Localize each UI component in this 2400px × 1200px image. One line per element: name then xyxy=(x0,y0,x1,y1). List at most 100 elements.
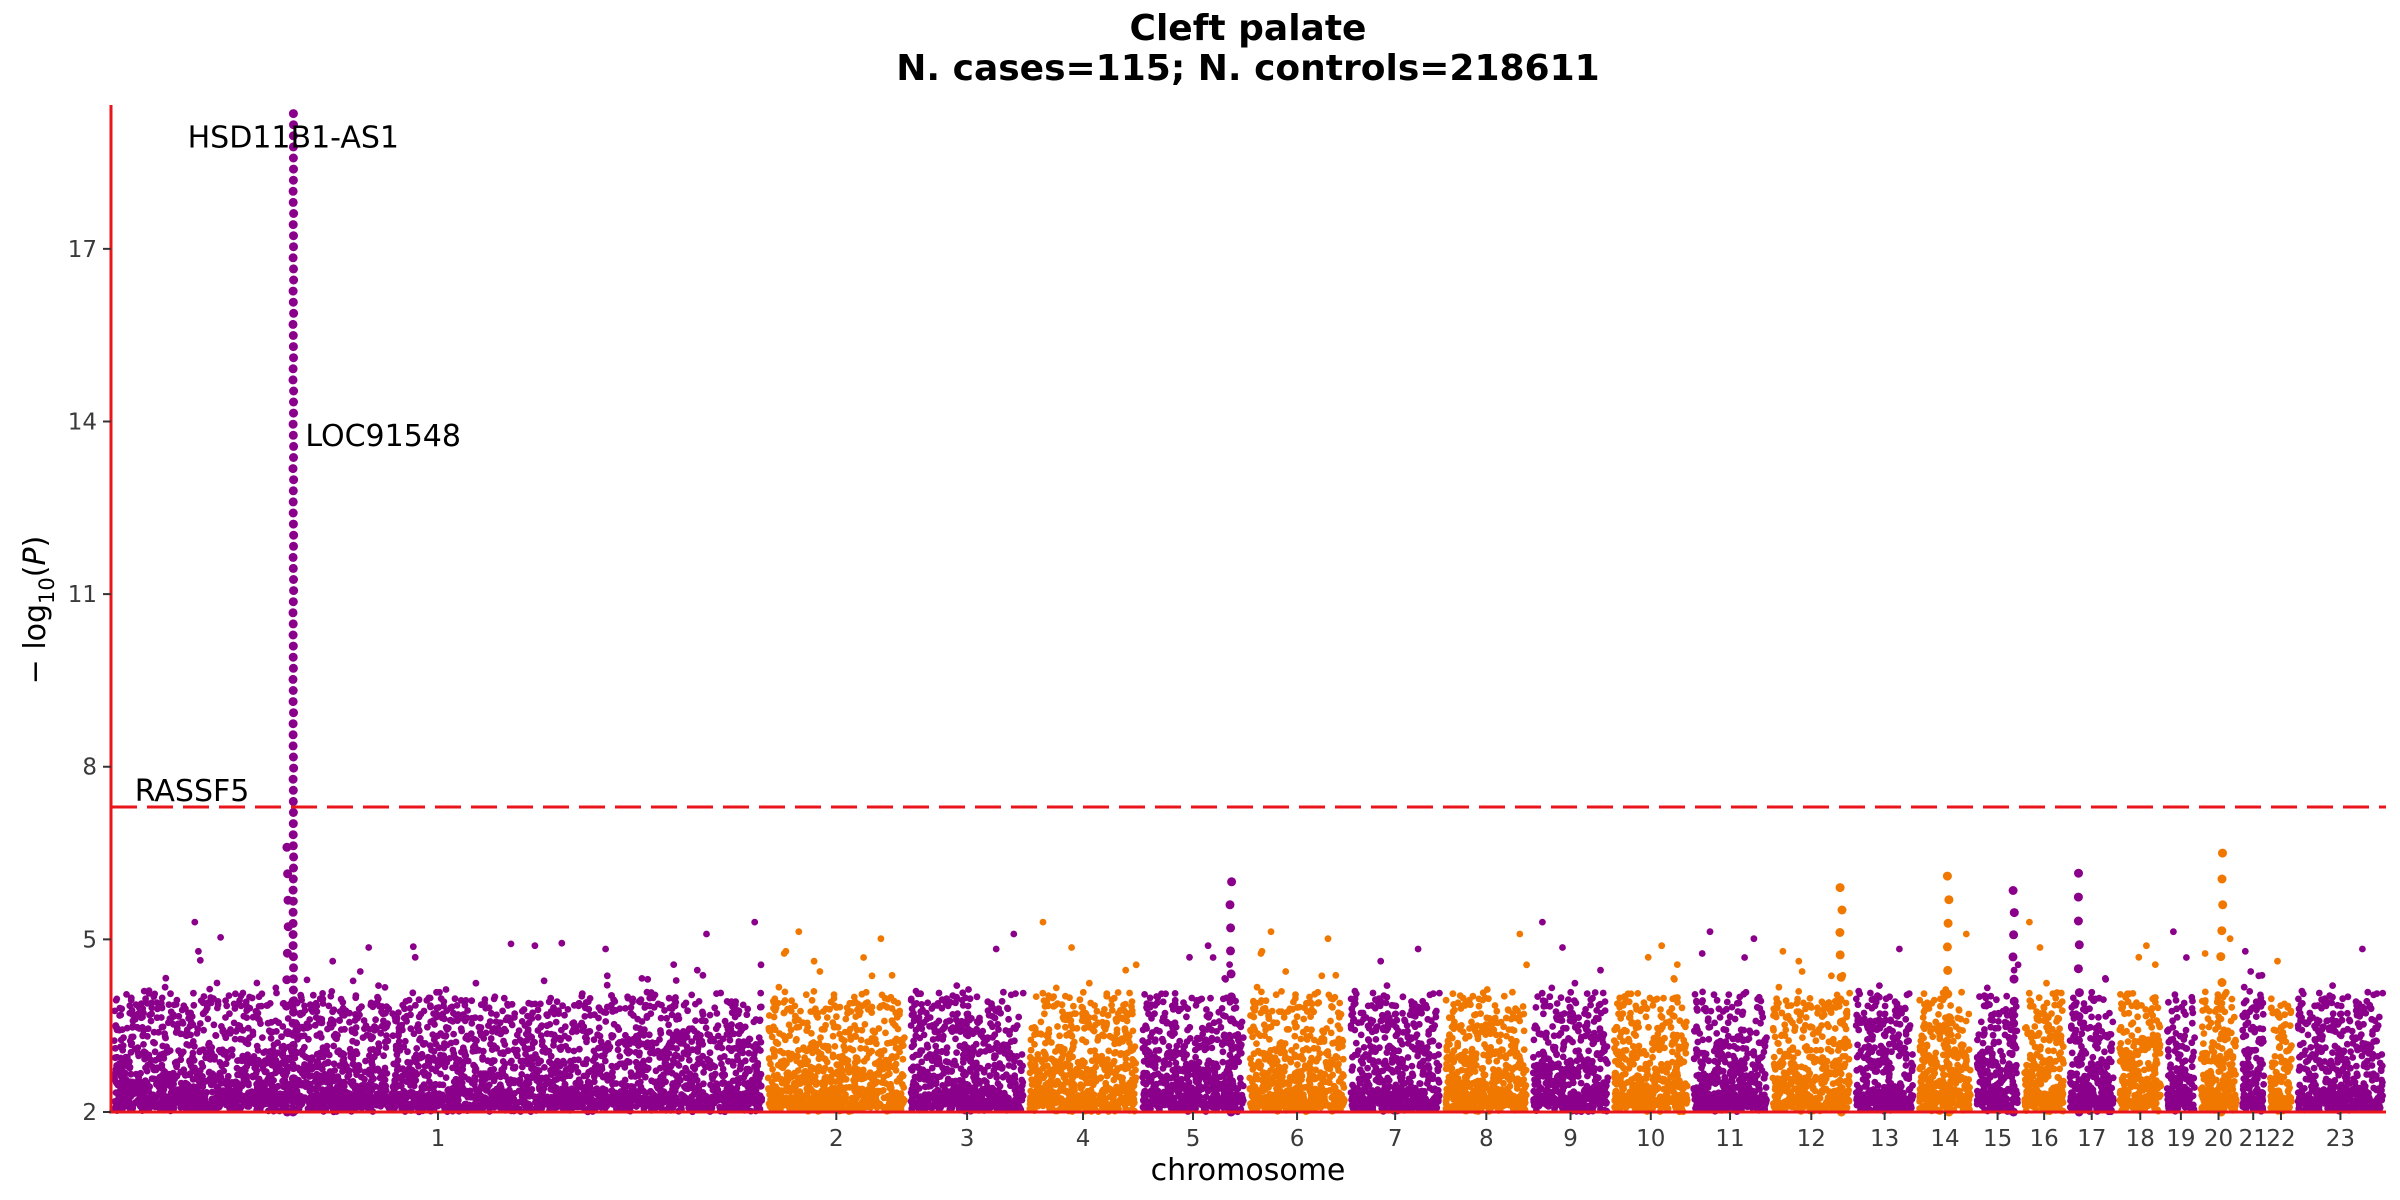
snp-point xyxy=(231,1005,239,1012)
snp-point xyxy=(691,1065,699,1073)
snp-point xyxy=(628,1085,636,1092)
snp-point xyxy=(178,1006,186,1014)
snp-point xyxy=(822,1005,830,1013)
snp-point xyxy=(694,1044,702,1052)
snp-point xyxy=(586,1028,594,1035)
snp-point xyxy=(303,976,311,984)
snp-point xyxy=(574,1068,582,1076)
snp-point xyxy=(158,994,166,1002)
snp-point xyxy=(728,1021,735,1028)
snp-point xyxy=(360,1017,368,1024)
snp-point xyxy=(177,1056,185,1064)
snp-point xyxy=(822,1021,829,1029)
snp-point xyxy=(786,1032,793,1039)
snp-point xyxy=(543,1030,551,1038)
snp-point xyxy=(732,998,739,1005)
snp-point xyxy=(514,1052,521,1060)
snp-point xyxy=(612,1007,620,1014)
snp-point xyxy=(456,1089,464,1097)
snp-point xyxy=(304,1066,312,1074)
snp-point xyxy=(616,1060,624,1068)
snp-point xyxy=(301,1043,308,1051)
snp-point xyxy=(524,1012,531,1020)
snp-point xyxy=(407,1025,415,1033)
snp-point xyxy=(713,1010,721,1017)
snp-point xyxy=(645,1031,653,1039)
snp-point xyxy=(734,1076,741,1083)
snp-point xyxy=(370,1075,377,1083)
snp-point xyxy=(384,1020,391,1027)
snp-point xyxy=(1000,988,1007,996)
snp-point xyxy=(873,1040,880,1048)
snp-point xyxy=(680,1001,688,1009)
snp-point xyxy=(1012,990,1019,997)
snp-point xyxy=(254,1009,262,1017)
snp-point xyxy=(894,999,902,1007)
snp-point xyxy=(409,943,417,951)
snp-point xyxy=(420,1099,428,1107)
snp-point xyxy=(303,1024,311,1032)
snp-point xyxy=(864,1038,871,1046)
snp-point xyxy=(857,1044,864,1052)
snp-point xyxy=(620,1098,628,1105)
snp-point xyxy=(878,991,886,999)
snp-point xyxy=(325,1051,333,1059)
snp-point xyxy=(319,990,326,997)
snp-point xyxy=(159,1071,166,1079)
snp-point xyxy=(616,1053,624,1060)
snp-point xyxy=(909,1053,917,1061)
snp-point xyxy=(706,1032,713,1039)
snp-point xyxy=(697,1032,704,1039)
snp-point xyxy=(573,1095,580,1103)
snp-point xyxy=(770,1013,778,1021)
snp-point xyxy=(167,1008,175,1016)
snp-point xyxy=(199,1063,207,1070)
snp-point xyxy=(543,1011,551,1019)
snp-point xyxy=(475,1023,483,1031)
snp-point xyxy=(628,1073,635,1080)
snp-point xyxy=(800,1044,807,1052)
snp-point xyxy=(873,1087,881,1095)
snp-point xyxy=(195,947,202,955)
snp-point xyxy=(644,1039,651,1046)
snp-point xyxy=(141,1081,149,1089)
snp-point xyxy=(781,988,789,996)
snp-point xyxy=(447,1039,455,1047)
snp-point xyxy=(127,1070,135,1078)
snp-point xyxy=(272,1049,280,1057)
snp-point xyxy=(380,1052,387,1060)
snp-point xyxy=(626,1048,634,1056)
snp-point xyxy=(650,1100,658,1108)
snp-point xyxy=(196,1020,204,1027)
snp-point xyxy=(636,1039,643,1047)
snp-point xyxy=(258,1092,265,1100)
snp-point xyxy=(683,1043,691,1051)
snp-point xyxy=(412,1001,419,1009)
snp-point xyxy=(969,1030,977,1038)
snp-point xyxy=(587,1091,595,1099)
snp-point xyxy=(472,979,480,987)
snp-point xyxy=(567,1057,574,1065)
snp-point xyxy=(723,1031,731,1038)
snp-point xyxy=(471,1014,479,1021)
snp-point xyxy=(958,996,966,1004)
snp-point xyxy=(817,1034,824,1041)
snp-point xyxy=(497,1073,504,1081)
snp-point xyxy=(931,1028,939,1036)
snp-point xyxy=(435,1044,443,1052)
snp-point xyxy=(198,1094,206,1101)
snp-point xyxy=(356,1011,363,1019)
snp-point xyxy=(547,1052,555,1060)
snp-point xyxy=(329,1008,336,1016)
snp-point xyxy=(635,997,643,1005)
snp-point xyxy=(917,990,924,998)
snp-point xyxy=(358,1104,366,1112)
snp-point xyxy=(634,1079,642,1087)
snp-point xyxy=(590,1047,598,1055)
snp-point xyxy=(600,1008,608,1016)
snp-point xyxy=(315,1072,323,1079)
snp-point xyxy=(161,1033,169,1041)
snp-point xyxy=(935,1017,943,1025)
snp-point xyxy=(437,995,445,1002)
snp-point xyxy=(186,1010,194,1018)
